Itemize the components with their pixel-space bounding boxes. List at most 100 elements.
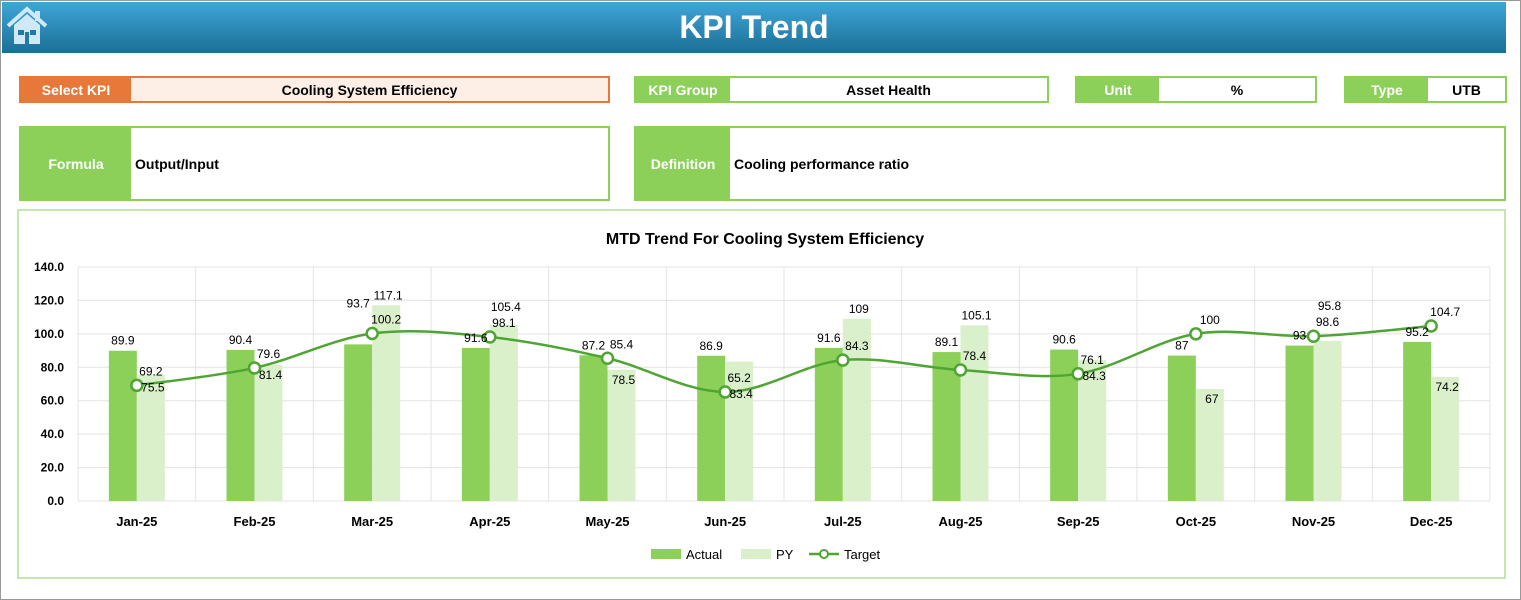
bar-py bbox=[607, 369, 636, 501]
x-tick-label: May-25 bbox=[585, 514, 629, 529]
kpi-group-label: KPI Group bbox=[636, 78, 730, 101]
data-label-py: 84.3 bbox=[1082, 369, 1106, 383]
data-label-target: 78.4 bbox=[963, 349, 987, 363]
definition-label: Definition bbox=[636, 128, 730, 199]
target-marker bbox=[600, 351, 615, 366]
legend-actual-swatch bbox=[651, 549, 681, 559]
target-marker bbox=[718, 385, 732, 399]
data-label-actual: 93 bbox=[1293, 329, 1307, 343]
data-label-actual: 89.9 bbox=[111, 334, 135, 348]
target-marker bbox=[365, 326, 379, 341]
x-tick-label: Dec-25 bbox=[1410, 514, 1453, 529]
unit-label: Unit bbox=[1077, 78, 1159, 101]
x-tick-label: Jan-25 bbox=[116, 514, 157, 529]
header-bar: KPI Trend bbox=[2, 2, 1506, 53]
x-tick-label: Aug-25 bbox=[938, 514, 982, 529]
bar-py bbox=[136, 374, 165, 501]
target-marker bbox=[247, 361, 262, 375]
data-label-target: 98.1 bbox=[492, 316, 516, 330]
x-tick-label: Feb-25 bbox=[234, 514, 276, 529]
definition-value: Cooling performance ratio bbox=[734, 155, 910, 172]
data-label-actual: 90.4 bbox=[229, 333, 253, 347]
bar-py bbox=[1078, 360, 1107, 501]
kpi-group-field: KPI Group Asset Health bbox=[634, 76, 1049, 103]
formula-value: Output/Input bbox=[135, 155, 219, 172]
x-tick-label: Nov-25 bbox=[1292, 514, 1335, 529]
select-kpi-label: Select KPI bbox=[21, 78, 131, 101]
bar-actual bbox=[1285, 345, 1314, 501]
target-marker bbox=[1071, 367, 1085, 381]
kpi-group-value: Asset Health bbox=[846, 81, 931, 98]
data-label-target: 98.6 bbox=[1316, 315, 1340, 329]
y-tick-label: 80.0 bbox=[41, 360, 65, 374]
data-label-py: 74.2 bbox=[1435, 380, 1459, 394]
data-label-target: 104.7 bbox=[1430, 305, 1460, 319]
data-label-target: 79.6 bbox=[257, 347, 281, 361]
data-label-py: 67 bbox=[1205, 392, 1219, 406]
bar-actual bbox=[226, 349, 255, 501]
legend-py: PY bbox=[776, 547, 794, 562]
bar-py bbox=[725, 361, 754, 501]
bar-actual bbox=[814, 347, 843, 501]
type-label: Type bbox=[1346, 78, 1428, 101]
y-tick-label: 40.0 bbox=[41, 427, 65, 441]
target-marker bbox=[130, 378, 144, 393]
data-label-actual: 95.2 bbox=[1405, 325, 1429, 339]
unit-field: Unit % bbox=[1075, 76, 1317, 103]
y-tick-label: 20.0 bbox=[41, 461, 65, 475]
y-tick-label: 60.0 bbox=[41, 394, 65, 408]
bar-py bbox=[960, 325, 989, 501]
target-marker bbox=[1189, 327, 1203, 341]
type-value: UTB bbox=[1452, 81, 1481, 98]
bar-py bbox=[1431, 376, 1460, 501]
legend-actual: Actual bbox=[686, 547, 722, 562]
chart-title: MTD Trend For Cooling System Efficiency bbox=[606, 231, 924, 248]
data-label-target: 100.2 bbox=[371, 313, 401, 327]
data-label-target: 69.2 bbox=[139, 364, 163, 378]
data-label-actual: 86.9 bbox=[699, 339, 723, 353]
data-label-actual: 89.1 bbox=[935, 335, 959, 349]
legend-py-swatch bbox=[741, 549, 771, 559]
target-marker bbox=[1424, 319, 1438, 333]
y-tick-label: 0.0 bbox=[47, 494, 64, 508]
home-icon[interactable] bbox=[6, 6, 48, 46]
data-label-actual: 91.6 bbox=[464, 331, 488, 345]
bar-py bbox=[254, 364, 283, 501]
data-label-target: 76.1 bbox=[1080, 353, 1104, 367]
data-label-target: 84.3 bbox=[845, 339, 869, 353]
formula-field: Formula Output/Input bbox=[19, 126, 610, 201]
chart-container: MTD Trend For Cooling System Efficiency … bbox=[17, 209, 1506, 579]
data-label-actual: 87.2 bbox=[582, 338, 606, 352]
type-field: Type UTB bbox=[1344, 76, 1507, 103]
definition-field: Definition Cooling performance ratio bbox=[634, 126, 1506, 201]
x-tick-label: Jun-25 bbox=[704, 514, 746, 529]
data-label-py: 105.1 bbox=[961, 308, 991, 322]
data-label-target: 100 bbox=[1200, 313, 1220, 327]
x-tick-label: Oct-25 bbox=[1176, 514, 1216, 529]
trend-chart: MTD Trend For Cooling System Efficiency … bbox=[34, 231, 1491, 562]
data-label-py: 117.1 bbox=[374, 288, 403, 302]
bar-py bbox=[1313, 340, 1342, 501]
bar-py bbox=[842, 318, 871, 501]
data-label-py: 105.4 bbox=[491, 300, 521, 314]
bar-actual bbox=[108, 350, 137, 501]
bar-actual bbox=[1167, 355, 1196, 501]
bar-actual bbox=[344, 344, 373, 501]
legend-target-marker bbox=[819, 549, 829, 559]
y-tick-label: 120.0 bbox=[34, 293, 64, 307]
select-kpi-field: Select KPI Cooling System Efficiency bbox=[19, 76, 610, 103]
x-tick-label: Apr-25 bbox=[469, 514, 510, 529]
data-label-actual: 93.7 bbox=[346, 297, 370, 311]
data-label-py: 109 bbox=[849, 302, 869, 316]
y-tick-label: 100.0 bbox=[34, 327, 64, 341]
y-tick-label: 140.0 bbox=[34, 260, 64, 274]
bar-actual bbox=[579, 355, 608, 501]
data-label-py: 95.8 bbox=[1318, 299, 1342, 313]
legend-target: Target bbox=[844, 547, 881, 562]
data-label-actual: 87 bbox=[1175, 339, 1189, 353]
data-label-target: 65.2 bbox=[727, 371, 751, 385]
select-kpi-dropdown[interactable]: Cooling System Efficiency bbox=[131, 78, 608, 101]
formula-label: Formula bbox=[21, 128, 131, 199]
bar-actual bbox=[1403, 341, 1432, 501]
data-label-py: 83.4 bbox=[729, 387, 753, 401]
